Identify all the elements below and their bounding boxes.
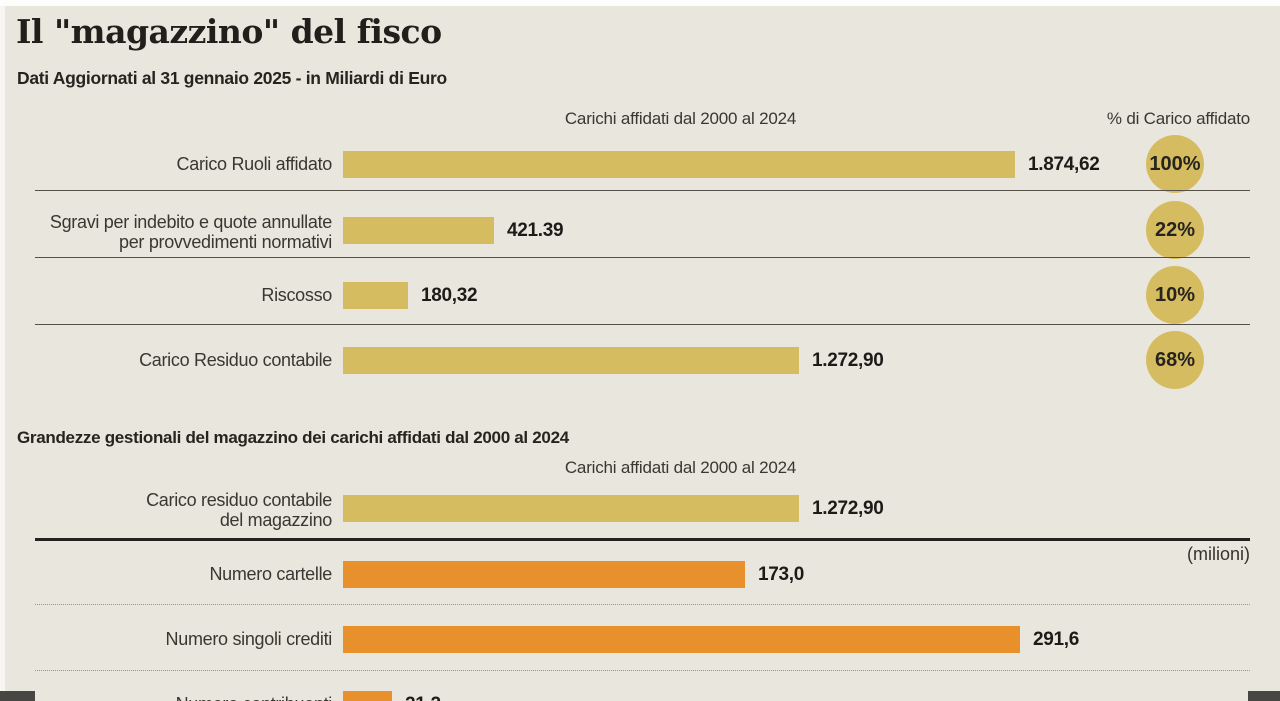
- row-label-line1: Sgravi per indebito e quote annullate: [49, 212, 332, 232]
- bar-sgravi: [343, 217, 494, 244]
- separator-line: [35, 257, 1250, 258]
- separator-line: [35, 190, 1250, 191]
- row-label-singoli-crediti: Numero singoli crediti: [165, 629, 333, 649]
- row-label-carico-residuo: Carico Residuo contabile: [139, 350, 332, 370]
- value-riscosso: 180,32: [421, 285, 478, 306]
- row-label-line1: Carico residuo contabile: [146, 490, 332, 510]
- value-carico-ruoli: 1.874,62: [1028, 154, 1100, 175]
- bar-numero-contribuenti: [343, 691, 392, 701]
- pct-label: 68%: [1154, 348, 1196, 371]
- pct-label: 10%: [1154, 283, 1196, 306]
- separator-line-dotted: [35, 604, 1250, 605]
- value-residuo-magazzino: 1.272,90: [812, 498, 884, 519]
- pct-badge-riscosso: 10%: [1146, 266, 1204, 324]
- page-subtitle: Dati Aggiornati al 31 gennaio 2025 - in …: [17, 68, 447, 88]
- row-label-line2: del magazzino: [219, 510, 332, 530]
- pct-label: 100%: [1149, 152, 1201, 175]
- value-sgravi: 421.39: [507, 220, 564, 241]
- pct-badge-carico-ruoli: 100%: [1146, 135, 1204, 193]
- row-label-numero-contribuenti: Numero contribuenti: [0, 691, 333, 701]
- row-label-sgravi: Sgravi per indebito e quote annullate pe…: [0, 212, 332, 252]
- bar-singoli-crediti: [343, 626, 1020, 653]
- row-label-numero-cartelle: Numero cartelle: [209, 564, 332, 584]
- page-title: Il "magazzino" del fisco: [16, 12, 442, 51]
- section1-column-header: Carichi affidati dal 2000 al 2024: [564, 109, 797, 128]
- row-label-riscosso: Riscosso: [261, 285, 332, 305]
- section1-right-header: % di Carico affidato: [1106, 109, 1250, 128]
- left-border-strip: [0, 0, 5, 701]
- bottom-left-page-corner: [0, 691, 35, 701]
- value-numero-contribuenti: 21,2: [405, 691, 441, 701]
- pct-badge-sgravi: 22%: [1146, 201, 1204, 259]
- bar-carico-residuo: [343, 347, 799, 374]
- bar-residuo-magazzino: [343, 495, 799, 522]
- value-singoli-crediti: 291,6: [1033, 629, 1080, 650]
- bar-riscosso: [343, 282, 408, 309]
- pct-label: 22%: [1154, 218, 1196, 241]
- row-label-carico-ruoli: Carico Ruoli affidato: [176, 154, 333, 174]
- value-carico-residuo: 1.272,90: [812, 350, 884, 371]
- separator-line-dotted: [35, 670, 1250, 671]
- separator-line: [35, 324, 1250, 325]
- bottom-right-page-corner: [1248, 691, 1280, 701]
- unit-note-milioni: (milioni): [1187, 544, 1250, 564]
- bar-numero-cartelle: [343, 561, 745, 588]
- pct-badge-carico-residuo: 68%: [1146, 331, 1204, 389]
- row-label-line2: per provvedimenti normativi: [119, 232, 332, 252]
- top-border-strip: [0, 0, 1280, 6]
- section2-column-header: Carichi affidati dal 2000 al 2024: [564, 458, 797, 477]
- bar-carico-ruoli: [343, 151, 1015, 178]
- separator-line-thick: [35, 538, 1250, 541]
- row-label-residuo-magazzino: Carico residuo contabile del magazzino: [0, 490, 332, 530]
- value-numero-cartelle: 173,0: [758, 564, 805, 585]
- section2-header: Grandezze gestionali del magazzino dei c…: [17, 428, 569, 447]
